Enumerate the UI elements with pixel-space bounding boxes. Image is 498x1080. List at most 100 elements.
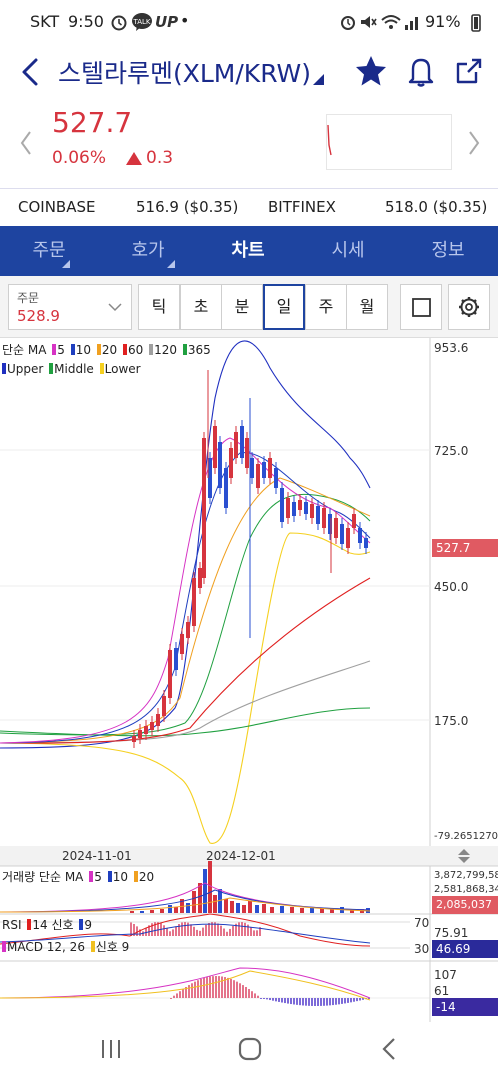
home-icon[interactable]: [236, 1035, 264, 1063]
candle-body: [202, 438, 206, 578]
star-icon[interactable]: [354, 54, 388, 88]
volume-bar: [310, 907, 314, 913]
up-triangle-icon: [126, 152, 142, 165]
bb-legend: Upper Middle Lower: [2, 362, 141, 376]
macd-histogram-bar: [221, 976, 223, 998]
tab-order-caret-icon: [62, 260, 70, 268]
period-month[interactable]: 월: [346, 284, 388, 330]
volume-bar: [213, 895, 217, 913]
rsi-histogram-bar: [250, 927, 252, 936]
volume-axis-label: 3,872,799,589: [434, 870, 498, 881]
page-title[interactable]: 스텔라루멘(XLM/KRW): [58, 59, 312, 88]
volume-bar: [150, 910, 154, 913]
macd-histogram-bar: [293, 998, 295, 1005]
rsi-histogram-bar: [229, 928, 231, 936]
rsi-histogram-bar: [163, 925, 165, 936]
rsi-signal-period: 9: [84, 918, 92, 932]
period-week[interactable]: 주: [305, 284, 347, 330]
notification-dot: •: [180, 11, 190, 30]
prev-coin-icon[interactable]: [18, 128, 34, 158]
exchange-name-bitfinex: BITFINEX: [268, 198, 336, 216]
volume-bar: [203, 869, 207, 913]
volume-bar: [242, 905, 246, 913]
macd-histogram-bar: [248, 989, 250, 998]
chart-area[interactable]: 단순 MA 5 10 20 60 120 365 Upper Middle Lo…: [0, 338, 498, 1022]
svg-text:UP: UP: [155, 13, 178, 29]
candle-body: [208, 458, 212, 498]
up-icon: UP: [155, 13, 178, 29]
macd-current-tag: -14: [432, 998, 498, 1016]
price-axis-label: 953.6: [434, 341, 469, 355]
macd-histogram-bar: [227, 977, 229, 998]
macd-histogram-bar: [308, 998, 310, 1006]
volume-bar: [350, 909, 354, 913]
volume-axis-label: 2,581,868,342: [434, 884, 498, 895]
change-amount: 0.3: [146, 148, 174, 168]
alarm-icon: [111, 15, 127, 31]
candle-body: [218, 442, 222, 488]
macd-histogram-bar: [359, 998, 361, 1001]
bb-lower-line: [0, 532, 371, 844]
volume-legend-prefix: 거래량 단순 MA: [2, 870, 84, 884]
rsi-histogram-bar: [148, 925, 150, 936]
tab-chart[interactable]: 차트: [198, 226, 298, 276]
mute-icon: [361, 16, 377, 28]
bell-icon[interactable]: [404, 54, 438, 88]
macd-histogram-bar: [242, 985, 244, 998]
ma5-swatch: [52, 344, 57, 355]
next-coin-icon[interactable]: [466, 128, 482, 158]
macd-histogram-bar: [272, 998, 274, 1001]
recent-apps-icon[interactable]: [98, 1036, 124, 1062]
candle-body: [298, 500, 302, 510]
share-icon[interactable]: [452, 54, 486, 88]
macd-histogram-bar: [206, 977, 208, 998]
ma120-label: 120: [154, 343, 177, 357]
order-price-select[interactable]: 주문 528.9: [8, 284, 132, 330]
rsi-histogram-bar: [196, 929, 198, 936]
rsi-histogram-bar: [244, 922, 246, 936]
tab-info[interactable]: 정보: [398, 226, 498, 276]
rsi-histogram-bar: [154, 922, 156, 936]
rsi-legend: RSI 14 신호 9: [2, 916, 92, 933]
tab-orderbook[interactable]: 호가: [98, 226, 198, 276]
exchange-value-coinbase: 516.9 ($0.35): [136, 198, 239, 216]
rsi-signal-line: [0, 923, 371, 944]
candle-body: [144, 726, 148, 734]
rsi-signal-label: 신호: [51, 918, 74, 932]
macd-histogram-bar: [335, 998, 337, 1005]
chart-settings-button[interactable]: [448, 284, 490, 330]
price-chart-canvas[interactable]: [0, 338, 498, 1022]
period-day[interactable]: 일: [263, 284, 305, 330]
rsi-histogram-bar: [220, 925, 222, 936]
back-icon[interactable]: [14, 54, 46, 90]
tab-order[interactable]: 주문: [0, 226, 98, 276]
rsi-level-label: 70: [414, 916, 430, 930]
rsi-histogram-bar: [223, 928, 225, 936]
rsi-histogram-bar: [178, 923, 180, 936]
ma20-line: [0, 477, 371, 744]
macd-axis-label: 61: [434, 984, 450, 998]
rsi-swatch: [27, 919, 32, 930]
period-tick[interactable]: 틱: [138, 284, 180, 330]
candle-body: [186, 622, 190, 638]
tab-orderbook-caret-icon: [167, 260, 175, 268]
macd-histogram-bar: [353, 998, 355, 1002]
draw-tool-button[interactable]: [400, 284, 442, 330]
candle-body: [274, 468, 278, 488]
title-dropdown-icon[interactable]: [313, 74, 324, 85]
period-minute[interactable]: 분: [221, 284, 263, 330]
macd-histogram-bar: [329, 998, 331, 1006]
macd-histogram-bar: [368, 998, 370, 999]
panel-resize-icon[interactable]: [455, 848, 473, 864]
rsi-histogram-bar: [205, 924, 207, 936]
title-bar: 스텔라루멘(XLM/KRW): [0, 44, 498, 100]
back-nav-icon[interactable]: [376, 1034, 404, 1064]
macd-histogram-bar: [350, 998, 352, 1003]
macd-histogram-bar: [176, 993, 178, 998]
rsi-histogram-bar: [175, 926, 177, 936]
macd-histogram-bar: [305, 998, 307, 1006]
current-price: 527.7: [52, 106, 133, 139]
macd-histogram-bar: [173, 995, 175, 998]
period-second[interactable]: 초: [180, 284, 222, 330]
tab-market[interactable]: 시세: [298, 226, 398, 276]
